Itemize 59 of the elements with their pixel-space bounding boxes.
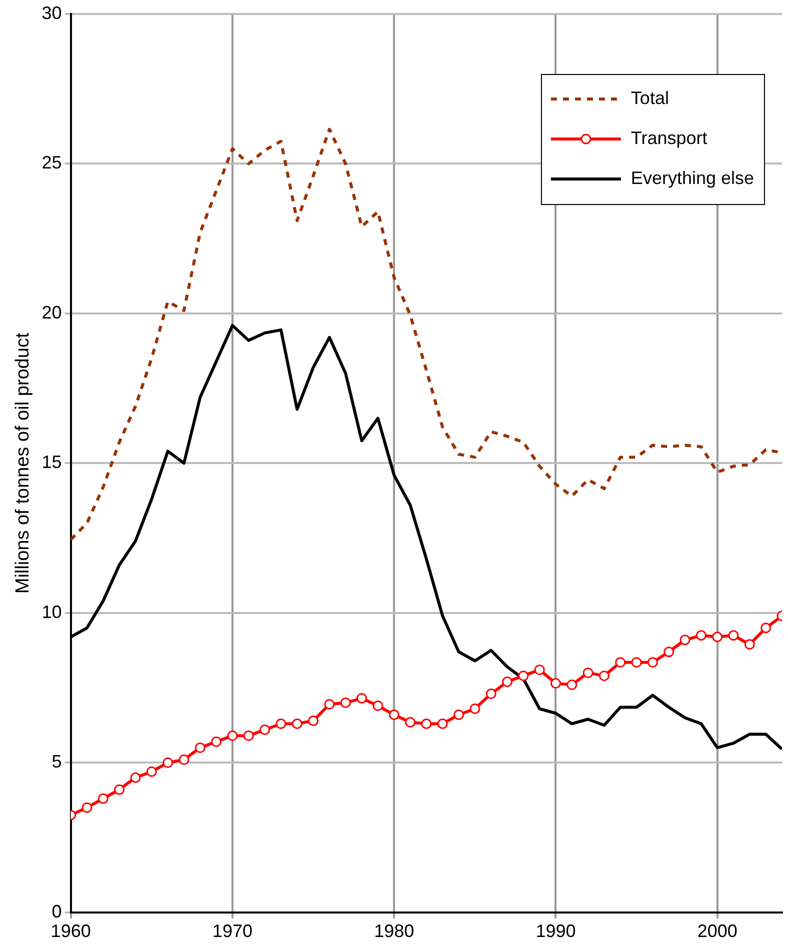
point xyxy=(728,630,739,641)
y-tick-label: 10 xyxy=(42,602,62,622)
point xyxy=(615,657,626,668)
x-tick-label: 1980 xyxy=(374,921,414,942)
point xyxy=(502,676,512,688)
y-tick-label: 20 xyxy=(42,302,62,322)
point xyxy=(518,670,529,682)
point xyxy=(582,668,594,678)
point xyxy=(680,634,690,646)
point xyxy=(470,704,480,714)
point xyxy=(308,715,319,726)
legend-label: Total xyxy=(630,88,669,108)
point xyxy=(744,639,755,650)
point xyxy=(276,718,286,729)
x-tick-label: 1960 xyxy=(50,921,91,942)
y-axis-title: Millions of tonnes of oil product xyxy=(12,332,34,594)
point xyxy=(211,736,222,747)
point xyxy=(631,657,642,668)
point xyxy=(82,802,92,813)
point xyxy=(598,670,610,682)
point xyxy=(178,754,190,765)
point xyxy=(453,710,464,720)
point xyxy=(162,757,174,768)
point xyxy=(486,688,496,700)
point xyxy=(146,766,157,777)
y-tick-label: 25 xyxy=(42,152,62,173)
point xyxy=(550,678,561,689)
point xyxy=(372,700,384,712)
y-tick-label: 5 xyxy=(52,752,62,772)
point xyxy=(292,718,302,729)
legend-label: Transport xyxy=(630,128,708,148)
x-tick-label: 1970 xyxy=(212,921,252,942)
point xyxy=(114,784,125,795)
point xyxy=(227,730,238,741)
point xyxy=(647,657,658,668)
point xyxy=(260,724,270,735)
point xyxy=(324,699,335,710)
legend-label: Everything else xyxy=(630,168,754,188)
point xyxy=(405,716,416,728)
point xyxy=(760,622,772,634)
point xyxy=(98,793,108,804)
point xyxy=(243,730,254,741)
point xyxy=(696,630,706,641)
point xyxy=(437,718,448,729)
point xyxy=(664,646,674,658)
point xyxy=(388,710,400,720)
y-tick-label: 30 xyxy=(42,2,62,23)
point xyxy=(534,664,545,676)
point xyxy=(356,693,368,704)
point xyxy=(194,742,206,753)
y-tick-label: 15 xyxy=(42,452,62,472)
point xyxy=(130,772,141,783)
point xyxy=(712,632,723,642)
point xyxy=(340,698,351,708)
x-tick-label: 2000 xyxy=(697,921,738,942)
point xyxy=(421,718,432,729)
point xyxy=(566,680,578,690)
x-tick-label: 1990 xyxy=(536,921,576,942)
y-tick-label: 0 xyxy=(52,901,62,922)
